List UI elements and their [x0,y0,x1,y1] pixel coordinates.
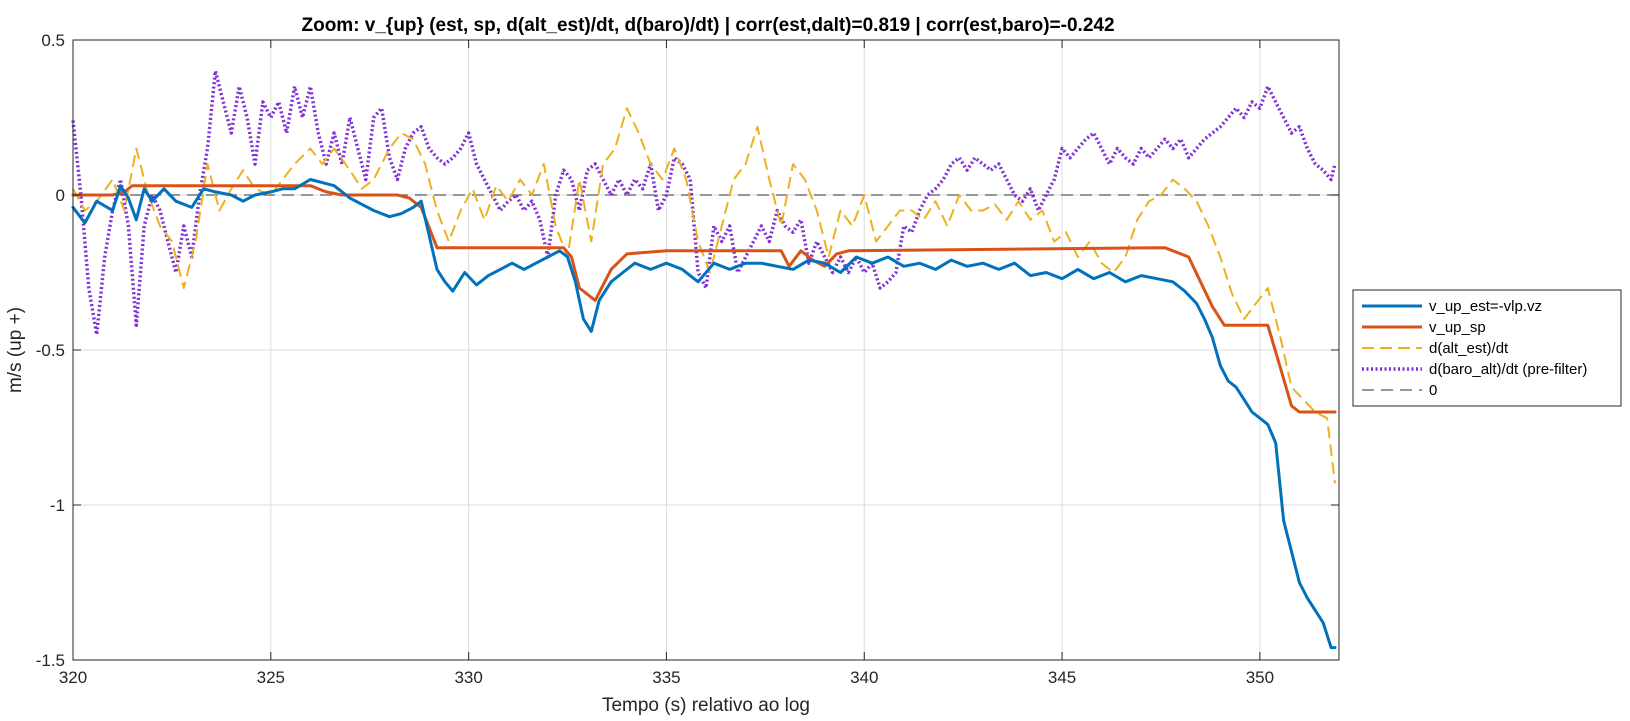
x-axis-ticks: 320 325 330 335 340 345 350 [59,40,1274,687]
series-layer [71,69,1339,650]
legend-label-0: v_up_est=-vlp.vz [1429,298,1542,315]
y-tick-label: -1 [50,496,65,515]
y-axis-label: m/s (up +) [5,307,26,393]
legend-label-2: d(alt_est)/dt [1429,340,1509,357]
x-tick-label: 325 [257,668,285,687]
series-line-2 [72,107,1336,484]
x-tick-label: 320 [59,668,87,687]
y-tick-label: 0 [56,186,65,205]
x-tick-label: 345 [1048,668,1076,687]
legend-label-3: d(baro_alt)/dt (pre-filter) [1429,361,1587,378]
y-tick-label: -1.5 [36,651,65,670]
y-tick-label: 0.5 [41,31,65,50]
legend-label-4: 0 [1429,382,1437,399]
series-line-1 [71,184,1337,414]
y-tick-label: -0.5 [36,341,65,360]
x-tick-label: 330 [454,668,482,687]
legend: v_up_est=-vlp.vz v_up_sp d(alt_est)/dt d(ba… [1352,289,1622,407]
x-tick-label: 340 [850,668,878,687]
y-axis-ticks: -1.5 -1 -0.5 0 0.5 [36,31,1339,670]
x-tick-label: 335 [652,668,680,687]
x-tick-label: 350 [1246,668,1274,687]
x-axis-label: Tempo (s) relativo ao log [602,695,810,716]
legend-box [1352,289,1622,407]
legend-label-1: v_up_sp [1429,319,1486,336]
series-line-0 [71,178,1337,650]
chart-title: Zoom: v_{up} (est, sp, d(alt_est)/dt, d(… [301,15,1114,36]
